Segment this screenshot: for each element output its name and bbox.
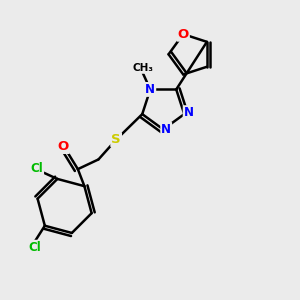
Text: O: O [58, 140, 69, 153]
Text: CH₃: CH₃ [132, 63, 153, 73]
Text: N: N [161, 123, 171, 136]
Text: Cl: Cl [28, 241, 41, 254]
Text: Cl: Cl [30, 162, 43, 175]
Text: N: N [145, 83, 155, 96]
Text: N: N [184, 106, 194, 119]
Text: O: O [178, 28, 189, 40]
Text: S: S [111, 133, 121, 146]
